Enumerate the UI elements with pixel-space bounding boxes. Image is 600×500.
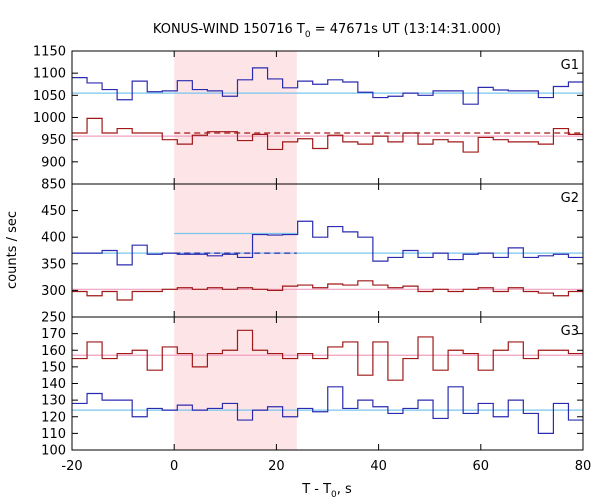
panel-G1-ytick-label: 1100 [33,67,66,82]
x-tick-label: 40 [370,459,387,474]
panel-G1-ytick-label: 850 [41,178,66,193]
panel-G1-series-red [72,117,583,153]
x-tick-label: -20 [61,459,82,474]
panel-G3-ytick-label: 150 [41,360,66,375]
panel-G2-label: G2 [561,191,579,206]
y-axis-label: counts / sec [5,211,20,289]
panel-G2-series-blue [72,220,583,266]
panel-G1-frame [71,50,584,185]
x-axis-label: T - T0, s [301,482,352,500]
panel-G2-frame [71,183,584,318]
chart-title: KONUS-WIND 150716 T0 = 47671s UT (13:14:… [153,22,501,40]
panel-G2-shaded-interval [174,184,297,317]
panel-G3-ytick-label: 130 [41,394,66,409]
panel-G2-series-red [72,280,583,301]
panel-G3-ytick-label: 160 [41,344,66,359]
panel-G3-ytick-label: 140 [41,377,66,392]
panel-G3-series-blue [72,386,583,434]
x-tick-label: 20 [268,459,285,474]
panel-G1-ytick-label: 900 [41,155,66,170]
panel-G1-series-blue [72,67,583,105]
panel-G1-ytick-label: 1050 [33,89,66,104]
panel-G1-ytick-label: 950 [41,133,66,148]
panel-G2-ytick-label: 300 [41,284,66,299]
panel-G3-frame [71,316,584,451]
x-tick-label: 0 [170,459,178,474]
panel-G1-shaded-interval [174,51,297,184]
panel-G1-ytick-label: 1150 [33,45,66,60]
panel-G2-ytick-label: 400 [41,231,66,246]
panel-G2-ytick-label: 450 [41,204,66,219]
panel-G3-shaded-interval [174,317,297,450]
panel-G2-ytick-label: 250 [41,311,66,326]
x-tick-label: 80 [575,459,592,474]
panel-G3-series-red [72,329,583,381]
panel-G3-ytick-label: 110 [41,427,66,442]
x-tick-label: 60 [473,459,490,474]
panel-G1-label: G1 [561,58,579,73]
panel-G3-ytick-label: 100 [41,444,66,459]
panel-G3-label: G3 [561,324,579,339]
panel-G3-ytick-label: 170 [41,327,66,342]
panel-G3-ytick-label: 120 [41,410,66,425]
panel-G2-ytick-label: 350 [41,257,66,272]
panel-G1-ytick-label: 1000 [33,111,66,126]
